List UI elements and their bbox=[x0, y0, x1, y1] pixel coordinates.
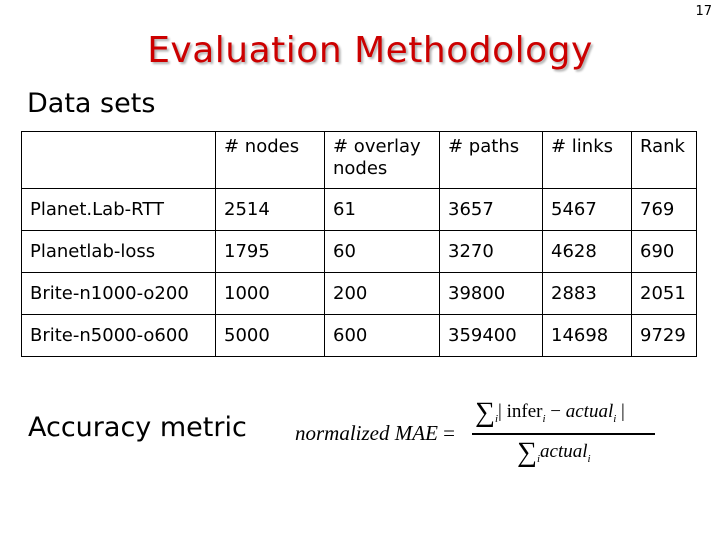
table-cell: 4628 bbox=[542, 230, 632, 273]
table-cell: Brite-n1000-o200 bbox=[21, 272, 216, 315]
header-cell: # overlay nodes bbox=[324, 131, 440, 189]
header-cell: # nodes bbox=[215, 131, 325, 189]
accuracy-metric-heading: Accuracy metric bbox=[28, 412, 247, 443]
header-cell: # paths bbox=[439, 131, 543, 189]
table-row: Brite-n1000-o200 1000 200 39800 2883 205… bbox=[21, 272, 697, 315]
abs-close: | bbox=[616, 401, 625, 422]
sum-index: i bbox=[536, 452, 541, 465]
slide-number: 17 bbox=[695, 4, 712, 19]
infer-index: i bbox=[542, 412, 546, 425]
sum-index: i bbox=[494, 412, 499, 425]
actual-term: actual bbox=[565, 401, 614, 422]
table-cell: 5000 bbox=[215, 314, 325, 357]
table-cell: 3270 bbox=[439, 230, 543, 273]
table-cell: 2051 bbox=[631, 272, 697, 315]
formula-denominator: ∑iactuali bbox=[517, 437, 591, 469]
header-cell: # links bbox=[542, 131, 632, 189]
table-cell: 359400 bbox=[439, 314, 543, 357]
datasets-heading: Data sets bbox=[27, 88, 156, 119]
table-cell: 2883 bbox=[542, 272, 632, 315]
datasets-table: # nodes # overlay nodes # paths # links … bbox=[21, 131, 697, 357]
slide-title: Evaluation Methodology bbox=[147, 30, 593, 71]
table-cell: 3657 bbox=[439, 188, 543, 231]
table-cell: 9729 bbox=[631, 314, 697, 357]
minus-sign: − bbox=[545, 401, 566, 422]
mae-formula: normalized MAE = ∑i| inferi − actuali | … bbox=[295, 395, 675, 475]
formula-numerator: ∑i| inferi − actuali | bbox=[475, 397, 625, 429]
table-cell: Planetlab-loss bbox=[21, 230, 216, 273]
fraction-bar bbox=[472, 433, 655, 435]
table-header-row: # nodes # overlay nodes # paths # links … bbox=[21, 131, 697, 189]
table-cell: 200 bbox=[324, 272, 440, 315]
table-row: Brite-n5000-o600 5000 600 359400 14698 9… bbox=[21, 314, 697, 357]
table-row: Planet.Lab-RTT 2514 61 3657 5467 769 bbox=[21, 188, 697, 231]
actual-index: i bbox=[613, 412, 617, 425]
table-cell: Planet.Lab-RTT bbox=[21, 188, 216, 231]
abs-open: | infer bbox=[498, 401, 543, 422]
table-cell: 61 bbox=[324, 188, 440, 231]
table-cell: 1000 bbox=[215, 272, 325, 315]
sum-symbol: ∑ bbox=[475, 397, 495, 428]
formula-lhs-text: normalized MAE bbox=[295, 421, 438, 445]
table-cell: 14698 bbox=[542, 314, 632, 357]
table-cell: 39800 bbox=[439, 272, 543, 315]
formula-equals: = bbox=[443, 421, 455, 445]
table-row: Planetlab-loss 1795 60 3270 4628 690 bbox=[21, 230, 697, 273]
den-actual-term: actual bbox=[540, 441, 588, 462]
formula-lhs: normalized MAE = bbox=[295, 421, 455, 446]
den-actual-index: i bbox=[587, 452, 591, 465]
table-cell: 5467 bbox=[542, 188, 632, 231]
header-cell: Rank bbox=[631, 131, 697, 189]
table-cell: 690 bbox=[631, 230, 697, 273]
table-cell: 600 bbox=[324, 314, 440, 357]
table-cell: 1795 bbox=[215, 230, 325, 273]
header-cell bbox=[21, 131, 216, 189]
sum-symbol: ∑ bbox=[517, 437, 537, 468]
table-cell: 2514 bbox=[215, 188, 325, 231]
table-cell: 60 bbox=[324, 230, 440, 273]
table-cell: 769 bbox=[631, 188, 697, 231]
table-cell: Brite-n5000-o600 bbox=[21, 314, 216, 357]
